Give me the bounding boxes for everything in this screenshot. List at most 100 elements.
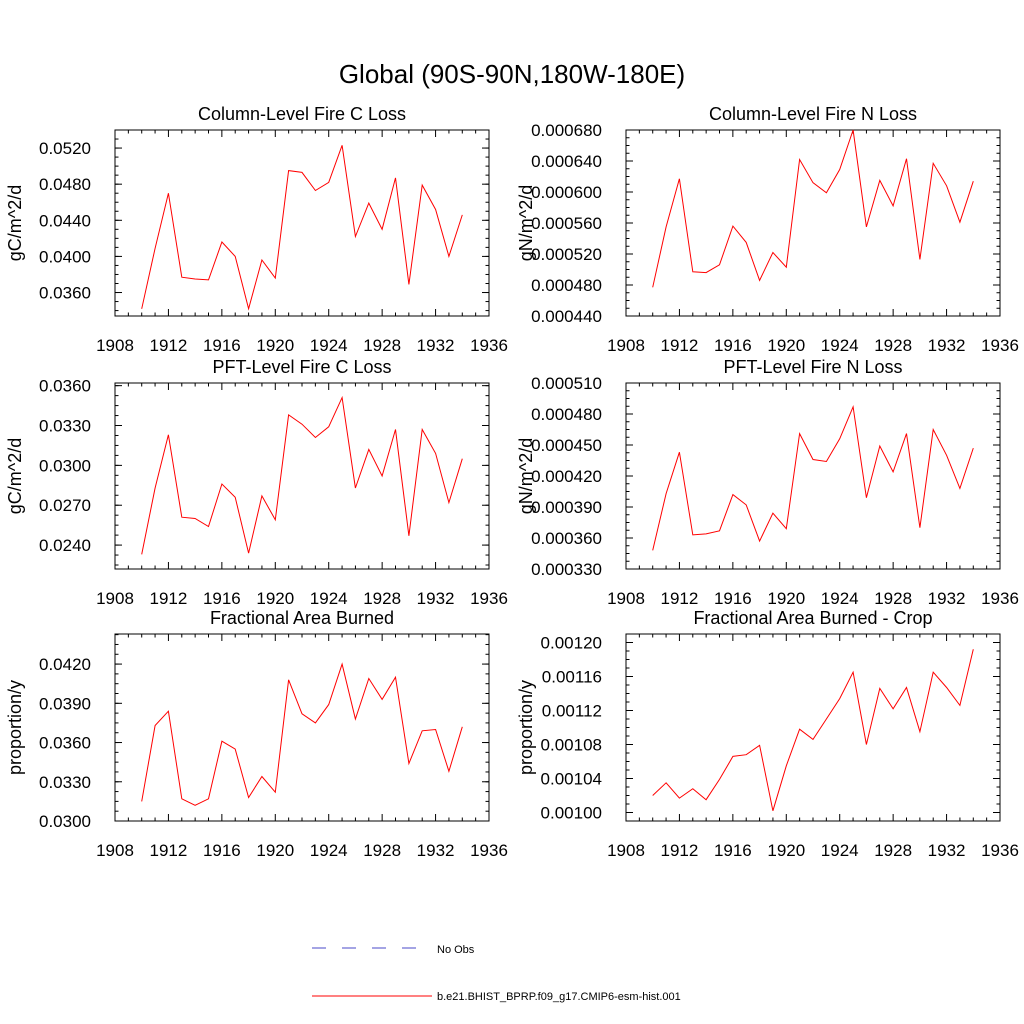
series-line [652, 649, 974, 811]
legend: No Obs b.e21.BHIST_BPRP.f09_g17.CMIP6-es… [312, 944, 681, 1003]
x-tick-label: 1928 [363, 589, 401, 608]
y-tick-label: 0.000680 [531, 121, 602, 140]
x-tick-label: 1936 [981, 841, 1019, 860]
x-tick-label: 1912 [150, 336, 188, 355]
legend-label-no-obs: No Obs [437, 944, 475, 956]
x-tick-label: 1928 [363, 841, 401, 860]
panel-title: Fractional Area Burned - Crop [693, 608, 932, 628]
y-tick-label: 0.000480 [531, 276, 602, 295]
x-tick-label: 1920 [256, 336, 294, 355]
y-tick-label: 0.00116 [542, 668, 602, 687]
x-tick-label: 1932 [928, 589, 966, 608]
x-tick-label: 1912 [661, 589, 699, 608]
y-tick-label: 0.0270 [39, 496, 91, 515]
y-tick-label: 0.00112 [542, 702, 602, 721]
panel-title: Fractional Area Burned [210, 608, 394, 628]
y-tick-label: 0.000520 [531, 245, 602, 264]
y-tick-label: 0.000450 [531, 436, 602, 455]
x-tick-label: 1920 [256, 589, 294, 608]
y-tick-label: 0.00104 [541, 770, 602, 789]
chart-panel-3: PFT-Level Fire C Loss gC/m^2/d 1908 1912 191… [5, 357, 508, 608]
y-tick-label: 0.000390 [531, 498, 602, 517]
y-tick-label: 0.0330 [39, 417, 91, 436]
y-tick-label: 0.0240 [39, 536, 91, 555]
x-tick-label: 1924 [821, 589, 859, 608]
x-tick-label: 1928 [363, 336, 401, 355]
x-tick-label: 1916 [203, 336, 241, 355]
x-tick-label: 1936 [470, 336, 508, 355]
series-line [652, 129, 974, 288]
x-tick-label: 1924 [821, 336, 859, 355]
y-tick-label: 0.0390 [39, 694, 91, 713]
chart-panel-2: Column-Level Fire N Loss gN/m^2/d 1908 1912… [516, 104, 1019, 355]
x-tick-label: 1908 [96, 589, 134, 608]
x-tick-label: 1924 [310, 336, 348, 355]
y-tick-label: 0.0330 [39, 773, 91, 792]
x-tick-label: 1916 [714, 841, 752, 860]
plot-frame [114, 129, 490, 317]
panel-title: PFT-Level Fire C Loss [212, 357, 391, 377]
x-tick-label: 1912 [661, 336, 699, 355]
y-tick-label: 0.0400 [39, 247, 91, 266]
panel-title: PFT-Level Fire N Loss [723, 357, 902, 377]
y-tick-label: 0.00100 [541, 804, 602, 823]
y-tick-label: 0.0360 [39, 734, 91, 753]
x-tick-label: 1932 [417, 841, 455, 860]
x-tick-label: 1912 [661, 841, 699, 860]
x-tick-label: 1936 [470, 589, 508, 608]
y-axis-label: gC/m^2/d [5, 185, 25, 261]
plot-frame [625, 382, 1001, 570]
y-tick-label: 0.000600 [531, 183, 602, 202]
y-axis-label: proportion/y [5, 680, 25, 775]
y-tick-label: 0.0480 [39, 175, 91, 194]
chart-panel-6: Fractional Area Burned - Crop proportion/… [516, 608, 1019, 860]
x-tick-label: 1908 [96, 336, 134, 355]
y-tick-label: 0.0420 [39, 655, 91, 674]
y-tick-label: 0.0440 [39, 211, 91, 230]
plot-frame [625, 129, 1001, 317]
y-tick-label: 0.0520 [39, 139, 91, 158]
x-tick-label: 1920 [767, 841, 805, 860]
x-tick-label: 1936 [981, 589, 1019, 608]
y-tick-label: 0.000560 [531, 214, 602, 233]
x-tick-label: 1932 [928, 841, 966, 860]
x-tick-label: 1912 [150, 589, 188, 608]
y-axis-label: gN/m^2/d [516, 185, 536, 261]
panel-title: Column-Level Fire N Loss [709, 104, 917, 124]
x-tick-label: 1916 [203, 841, 241, 860]
x-tick-label: 1936 [981, 336, 1019, 355]
y-tick-label: 0.000360 [531, 529, 602, 548]
x-tick-label: 1908 [607, 841, 645, 860]
chart-panel-1: Column-Level Fire C Loss gC/m^2/d 1908 1912… [5, 104, 508, 355]
y-tick-label: 0.000440 [531, 307, 602, 326]
x-tick-label: 1924 [310, 589, 348, 608]
x-tick-label: 1908 [607, 589, 645, 608]
series-line [141, 145, 463, 311]
plot-frame [114, 382, 490, 570]
y-tick-label: 0.00108 [541, 736, 602, 755]
x-tick-label: 1928 [874, 589, 912, 608]
x-tick-label: 1912 [150, 841, 188, 860]
y-tick-label: 0.000640 [531, 152, 602, 171]
figure-title: Global (90S-90N,180W-180E) [339, 59, 685, 89]
x-tick-label: 1928 [874, 336, 912, 355]
y-tick-label: 0.000330 [531, 560, 602, 579]
x-tick-label: 1932 [417, 589, 455, 608]
x-tick-label: 1916 [714, 336, 752, 355]
legend-label-model: b.e21.BHIST_BPRP.f09_g17.CMIP6-esm-hist.… [437, 991, 681, 1003]
x-tick-label: 1920 [256, 841, 294, 860]
x-tick-label: 1908 [607, 336, 645, 355]
series-line [141, 662, 463, 806]
y-tick-label: 0.000480 [531, 405, 602, 424]
x-tick-label: 1932 [417, 336, 455, 355]
plot-frame [625, 633, 1001, 822]
chart-panel-5: Fractional Area Burned proportion/y 1908 19… [5, 608, 508, 860]
x-tick-label: 1916 [203, 589, 241, 608]
x-tick-label: 1920 [767, 589, 805, 608]
x-tick-label: 1932 [928, 336, 966, 355]
chart-panel-4: PFT-Level Fire N Loss gN/m^2/d 1908 1912 191… [516, 357, 1019, 608]
y-tick-label: 0.0360 [39, 377, 91, 396]
y-tick-label: 0.000420 [531, 467, 602, 486]
chart-panels: Column-Level Fire C Loss gC/m^2/d 1908 1912… [5, 104, 1019, 860]
